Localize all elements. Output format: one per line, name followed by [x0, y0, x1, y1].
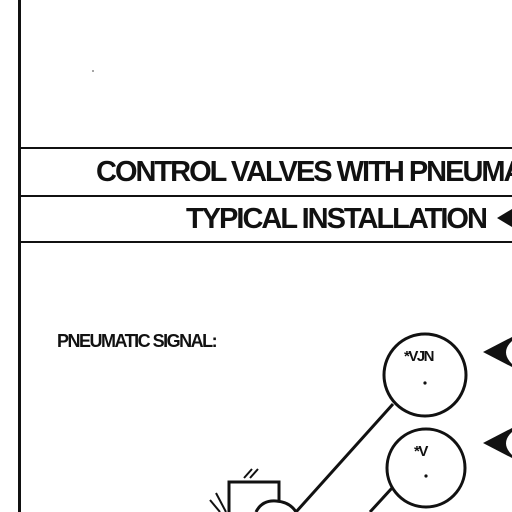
title-band-middle-rule — [18, 195, 512, 197]
pneumatic-signal-label: PNEUMATIC SIGNAL: — [57, 331, 218, 351]
v-bubble-dot — [424, 474, 428, 478]
v-instrument-bubble: *V — [385, 427, 467, 509]
vjn-pointer-arrow-icon — [483, 337, 512, 367]
v-bubble-label: *V — [414, 443, 428, 460]
paper-speck — [92, 70, 94, 72]
left-border-line — [18, 0, 21, 512]
v-signal-line — [368, 486, 394, 512]
valve-actuator-symbol — [209, 468, 298, 512]
v-bubble-circle — [385, 427, 467, 509]
vjn-signal-line — [294, 402, 395, 512]
title-band-top-rule — [18, 147, 512, 149]
v-pointer-arrow-icon — [483, 428, 512, 458]
vjn-bubble-circle — [382, 332, 468, 418]
vjn-bubble-label: *VJN — [404, 348, 434, 365]
vjn-bubble-dot — [423, 381, 427, 385]
title-band-bottom-rule — [18, 241, 512, 243]
drawing-subtitle: TYPICAL INSTALLATION — [186, 203, 488, 235]
subtitle-left-arrow-icon — [497, 209, 512, 227]
drawing-title: CONTROL VALVES WITH PNEUMAT — [96, 156, 512, 188]
vjn-instrument-bubble: *VJN — [382, 332, 468, 418]
